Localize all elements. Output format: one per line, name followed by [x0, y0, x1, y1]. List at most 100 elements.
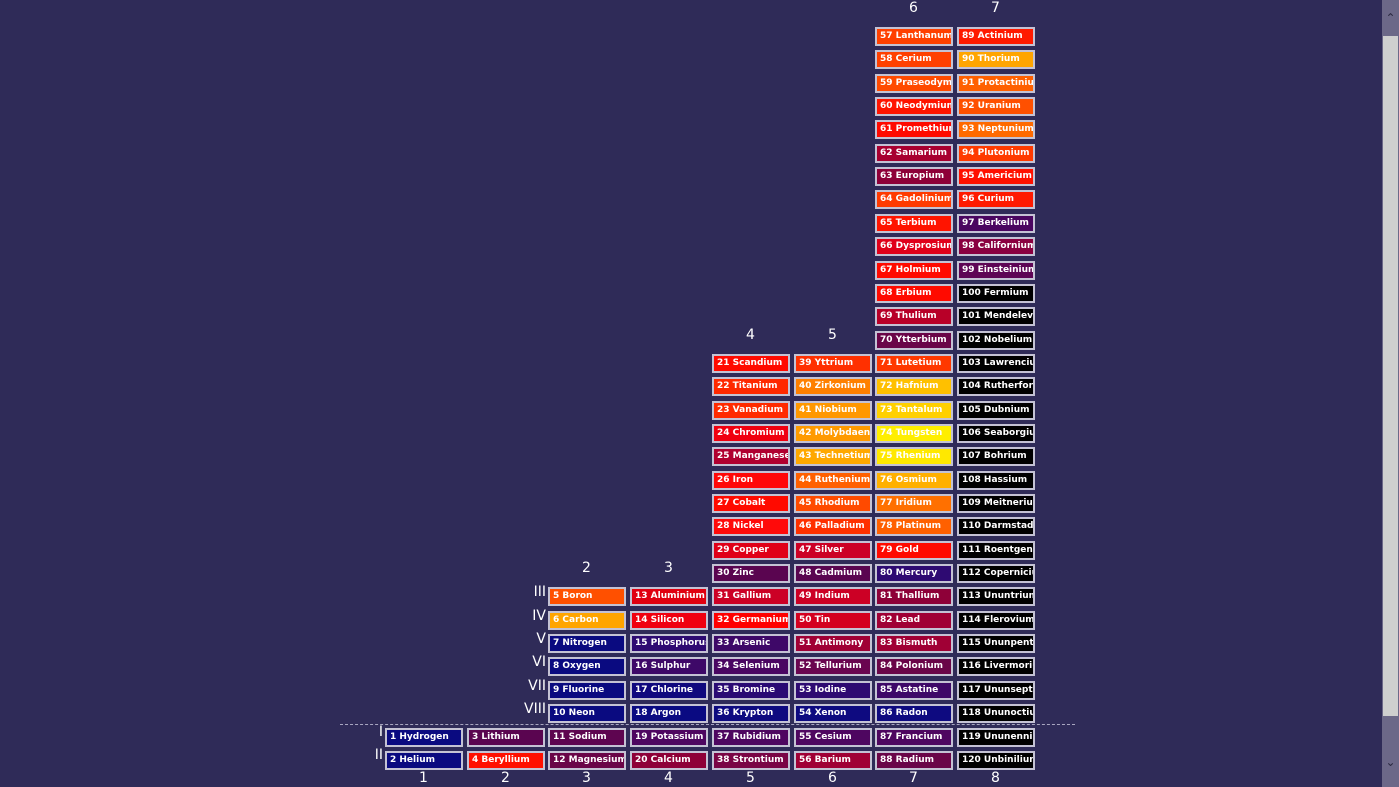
element-cell[interactable]: 117 Ununseptium	[957, 681, 1035, 700]
element-cell[interactable]: 75 Rhenium	[875, 447, 953, 466]
element-cell[interactable]: 64 Gadolinium	[875, 190, 953, 209]
element-cell[interactable]: 119 Ununennium	[957, 728, 1035, 747]
element-cell[interactable]: 88 Radium	[875, 751, 953, 770]
element-cell[interactable]: 79 Gold	[875, 541, 953, 560]
element-cell[interactable]: 109 Meitnerium	[957, 494, 1035, 513]
element-cell[interactable]: 24 Chromium	[712, 424, 790, 443]
element-cell[interactable]: 48 Cadmium	[794, 564, 872, 583]
element-cell[interactable]: 19 Potassium	[630, 728, 708, 747]
element-cell[interactable]: 65 Terbium	[875, 214, 953, 233]
element-cell[interactable]: 49 Indium	[794, 587, 872, 606]
chevron-up-icon[interactable]: ⌃	[1385, 11, 1396, 25]
element-cell[interactable]: 20 Calcium	[630, 751, 708, 770]
element-cell[interactable]: 37 Rubidium	[712, 728, 790, 747]
element-cell[interactable]: 13 Aluminium	[630, 587, 708, 606]
element-cell[interactable]: 62 Samarium	[875, 144, 953, 163]
element-cell[interactable]: 32 Germanium	[712, 611, 790, 630]
element-cell[interactable]: 101 Mendelevium	[957, 307, 1035, 326]
element-cell[interactable]: 63 Europium	[875, 167, 953, 186]
element-cell[interactable]: 26 Iron	[712, 471, 790, 490]
vertical-scrollbar[interactable]: ⌃ ⌄	[1382, 0, 1399, 787]
element-cell[interactable]: 27 Cobalt	[712, 494, 790, 513]
element-cell[interactable]: 8 Oxygen	[548, 657, 626, 676]
element-cell[interactable]: 3 Lithium	[467, 728, 545, 747]
element-cell[interactable]: 70 Ytterbium	[875, 331, 953, 350]
element-cell[interactable]: 58 Cerium	[875, 50, 953, 69]
element-cell[interactable]: 28 Nickel	[712, 517, 790, 536]
element-cell[interactable]: 90 Thorium	[957, 50, 1035, 69]
element-cell[interactable]: 107 Bohrium	[957, 447, 1035, 466]
element-cell[interactable]: 40 Zirkonium	[794, 377, 872, 396]
element-cell[interactable]: 97 Berkelium	[957, 214, 1035, 233]
element-cell[interactable]: 94 Plutonium	[957, 144, 1035, 163]
element-cell[interactable]: 120 Unbinilium	[957, 751, 1035, 770]
element-cell[interactable]: 35 Bromine	[712, 681, 790, 700]
element-cell[interactable]: 17 Chlorine	[630, 681, 708, 700]
element-cell[interactable]: 115 Ununpentium	[957, 634, 1035, 653]
element-cell[interactable]: 118 Ununoctium	[957, 704, 1035, 723]
element-cell[interactable]: 42 Molybdaenum	[794, 424, 872, 443]
element-cell[interactable]: 11 Sodium	[548, 728, 626, 747]
element-cell[interactable]: 16 Sulphur	[630, 657, 708, 676]
element-cell[interactable]: 50 Tin	[794, 611, 872, 630]
element-cell[interactable]: 30 Zinc	[712, 564, 790, 583]
element-cell[interactable]: 25 Manganese	[712, 447, 790, 466]
element-cell[interactable]: 76 Osmium	[875, 471, 953, 490]
element-cell[interactable]: 55 Cesium	[794, 728, 872, 747]
element-cell[interactable]: 44 Ruthenium	[794, 471, 872, 490]
element-cell[interactable]: 9 Fluorine	[548, 681, 626, 700]
element-cell[interactable]: 31 Gallium	[712, 587, 790, 606]
element-cell[interactable]: 1 Hydrogen	[385, 728, 463, 747]
element-cell[interactable]: 57 Lanthanum	[875, 27, 953, 46]
element-cell[interactable]: 82 Lead	[875, 611, 953, 630]
element-cell[interactable]: 60 Neodymium	[875, 97, 953, 116]
element-cell[interactable]: 112 Copernicium	[957, 564, 1035, 583]
element-cell[interactable]: 74 Tungsten	[875, 424, 953, 443]
element-cell[interactable]: 14 Silicon	[630, 611, 708, 630]
element-cell[interactable]: 105 Dubnium	[957, 401, 1035, 420]
element-cell[interactable]: 71 Lutetium	[875, 354, 953, 373]
element-cell[interactable]: 45 Rhodium	[794, 494, 872, 513]
element-cell[interactable]: 51 Antimony	[794, 634, 872, 653]
element-cell[interactable]: 43 Technetium	[794, 447, 872, 466]
element-cell[interactable]: 68 Erbium	[875, 284, 953, 303]
element-cell[interactable]: 12 Magnesium	[548, 751, 626, 770]
element-cell[interactable]: 22 Titanium	[712, 377, 790, 396]
element-cell[interactable]: 46 Palladium	[794, 517, 872, 536]
element-cell[interactable]: 67 Holmium	[875, 261, 953, 280]
element-cell[interactable]: 116 Livermorium	[957, 657, 1035, 676]
element-cell[interactable]: 78 Platinum	[875, 517, 953, 536]
element-cell[interactable]: 99 Einsteinium	[957, 261, 1035, 280]
element-cell[interactable]: 110 Darmstadtium	[957, 517, 1035, 536]
element-cell[interactable]: 15 Phosphorus	[630, 634, 708, 653]
element-cell[interactable]: 93 Neptunium	[957, 120, 1035, 139]
element-cell[interactable]: 5 Boron	[548, 587, 626, 606]
element-cell[interactable]: 77 Iridium	[875, 494, 953, 513]
element-cell[interactable]: 89 Actinium	[957, 27, 1035, 46]
element-cell[interactable]: 52 Tellurium	[794, 657, 872, 676]
element-cell[interactable]: 87 Francium	[875, 728, 953, 747]
element-cell[interactable]: 103 Lawrencium	[957, 354, 1035, 373]
element-cell[interactable]: 114 Flerovium	[957, 611, 1035, 630]
element-cell[interactable]: 39 Yttrium	[794, 354, 872, 373]
element-cell[interactable]: 84 Polonium	[875, 657, 953, 676]
element-cell[interactable]: 104 Rutherfordium	[957, 377, 1035, 396]
element-cell[interactable]: 10 Neon	[548, 704, 626, 723]
element-cell[interactable]: 92 Uranium	[957, 97, 1035, 116]
element-cell[interactable]: 106 Seaborgium	[957, 424, 1035, 443]
element-cell[interactable]: 102 Nobelium	[957, 331, 1035, 350]
element-cell[interactable]: 72 Hafnium	[875, 377, 953, 396]
chevron-down-icon[interactable]: ⌄	[1385, 755, 1396, 769]
element-cell[interactable]: 61 Promethium	[875, 120, 953, 139]
element-cell[interactable]: 21 Scandium	[712, 354, 790, 373]
element-cell[interactable]: 23 Vanadium	[712, 401, 790, 420]
element-cell[interactable]: 108 Hassium	[957, 471, 1035, 490]
element-cell[interactable]: 54 Xenon	[794, 704, 872, 723]
element-cell[interactable]: 4 Beryllium	[467, 751, 545, 770]
element-cell[interactable]: 80 Mercury	[875, 564, 953, 583]
element-cell[interactable]: 113 Ununtrium	[957, 587, 1035, 606]
element-cell[interactable]: 100 Fermium	[957, 284, 1035, 303]
element-cell[interactable]: 47 Silver	[794, 541, 872, 560]
element-cell[interactable]: 81 Thallium	[875, 587, 953, 606]
element-cell[interactable]: 59 Praseodymium	[875, 74, 953, 93]
